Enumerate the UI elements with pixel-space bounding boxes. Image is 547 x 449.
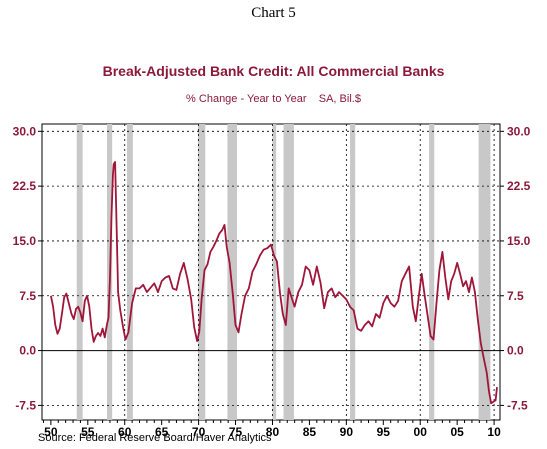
recession-band [350,124,356,420]
x-tick-label: 55 [81,425,95,439]
y-tick-label-right: 15.0 [507,234,531,248]
x-tick-label: 10 [487,425,501,439]
y-tick-label-right: 22.5 [507,179,531,193]
x-tick-label: 00 [414,425,428,439]
x-tick-label: 70 [192,425,206,439]
page-heading: Chart 5 [251,5,296,21]
y-tick-label-left: 0.0 [19,344,36,358]
recession-band [227,124,238,420]
recession-band [76,124,83,420]
gridlines [42,124,500,420]
chart-subtitle: % Change - Year to Year SA, Bil.$ [186,93,361,105]
y-tick-label-left: 15.0 [13,234,37,248]
recession-bands [76,124,491,420]
x-tick-label: 65 [155,425,169,439]
x-tick-label: 90 [340,425,354,439]
recession-band [429,124,435,420]
y-tick-label-left: 7.5 [19,289,36,303]
y-tick-label-left: 22.5 [13,179,37,193]
x-tick-label: 50 [44,425,58,439]
x-tick-label: 75 [229,425,243,439]
recession-band [272,124,277,420]
y-tick-label-right: 7.5 [507,289,524,303]
x-tick-label: 05 [450,425,464,439]
recession-band [126,124,133,420]
recession-band [197,124,206,420]
series-line [50,161,498,405]
tick-labels: 30.0 30.0 22.5 22.5 15.0 15.0 7.5 7.5 0.0 0.0 -7.5… [13,124,531,439]
y-tick-label-right: 0.0 [507,344,524,358]
x-tick-label: 85 [303,425,317,439]
chart-title: Break-Adjusted Bank Credit: All Commerci… [102,63,445,79]
x-tick-label: 80 [266,425,280,439]
axis-ticks [38,130,504,425]
y-tick-label-left: -7.5 [15,398,36,412]
source-note: Source: Federal Reserve Board/Haver Anal… [38,432,272,444]
x-tick-label: 95 [377,425,391,439]
plot-frame [41,123,501,421]
recession-band [478,124,491,420]
y-tick-label-left: 30.0 [13,124,37,138]
y-tick-label-right: -7.5 [507,398,528,412]
x-tick-label: 60 [118,425,132,439]
recession-band [283,124,294,420]
y-tick-label-right: 30.0 [507,124,531,138]
series-layer [50,161,498,405]
